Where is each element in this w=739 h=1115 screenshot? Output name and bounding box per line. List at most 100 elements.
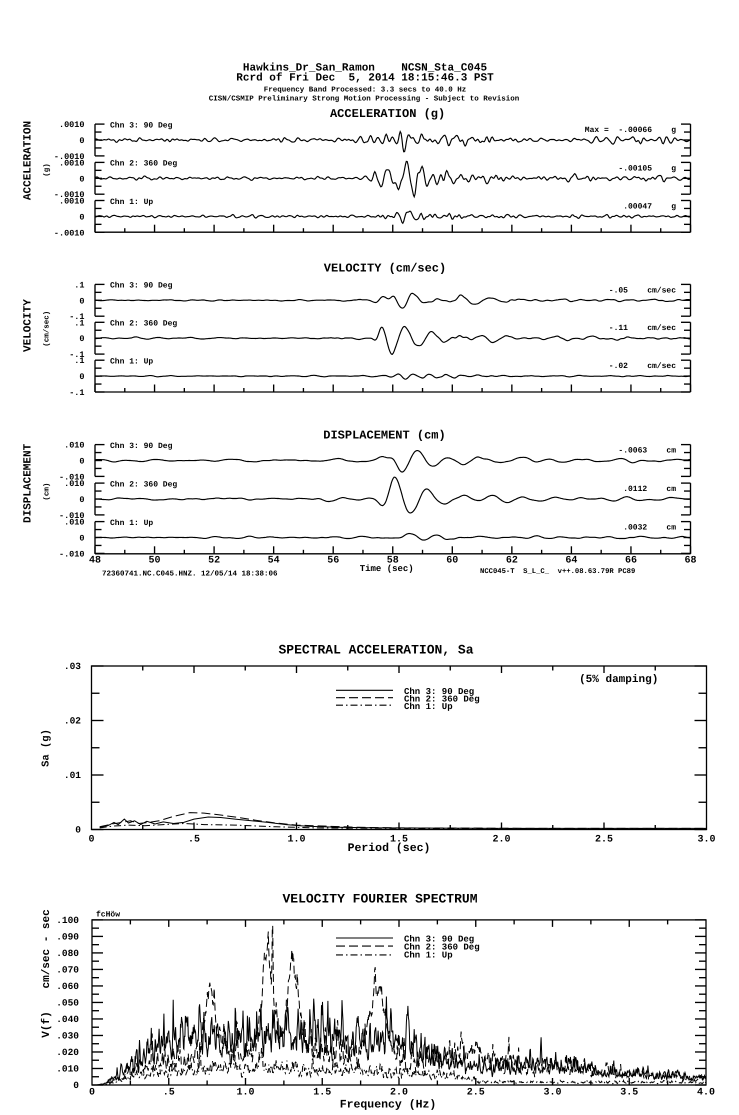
svg-text:Chn 3: 90 Deg: Chn 3: 90 Deg: [110, 121, 173, 130]
svg-text:-.0010: -.0010: [54, 228, 85, 238]
svg-text:(g): (g): [43, 163, 52, 177]
svg-text:.050: .050: [56, 997, 79, 1008]
svg-text:0: 0: [79, 495, 84, 505]
svg-text:DISPLACEMENT: DISPLACEMENT: [23, 443, 35, 523]
svg-text:-.11 cm/sec: -.11 cm/sec: [609, 324, 676, 333]
svg-text:0: 0: [79, 534, 84, 544]
svg-text:cm/sec - sec: cm/sec - sec: [41, 909, 53, 988]
svg-text:.080: .080: [56, 948, 79, 959]
svg-text:1.0: 1.0: [287, 835, 305, 846]
svg-text:-.0063 cm: -.0063 cm: [618, 447, 676, 456]
svg-text:-.00105 g: -.00105 g: [618, 164, 676, 173]
svg-text:.03: .03: [64, 661, 81, 672]
svg-text:4.0: 4.0: [697, 1088, 715, 1099]
svg-text:.060: .060: [56, 981, 79, 992]
svg-text:(cm/sec): (cm/sec): [43, 311, 52, 347]
svg-text:-.0010: -.0010: [54, 190, 85, 200]
svg-text:SPECTRAL ACCELERATION, Sa: SPECTRAL ACCELERATION, Sa: [278, 643, 473, 658]
svg-text:0: 0: [75, 825, 81, 836]
svg-text:2.0: 2.0: [390, 1088, 408, 1099]
svg-text:Chn 1: Up: Chn 1: Up: [110, 519, 153, 528]
svg-text:Chn 2: 360 Deg: Chn 2: 360 Deg: [404, 943, 480, 953]
svg-text:.070: .070: [56, 964, 79, 975]
svg-text:0: 0: [79, 334, 84, 344]
svg-text:VELOCITY (cm/sec): VELOCITY (cm/sec): [324, 262, 446, 276]
svg-text:68: 68: [684, 556, 696, 567]
svg-text:.1: .1: [74, 280, 84, 290]
svg-text:.02: .02: [64, 716, 81, 727]
svg-text:VELOCITY: VELOCITY: [23, 299, 35, 352]
svg-text:-.05 cm/sec: -.05 cm/sec: [609, 286, 676, 295]
svg-text:52: 52: [208, 556, 220, 567]
svg-text:0: 0: [79, 174, 84, 184]
svg-text:0: 0: [88, 835, 94, 846]
svg-text:Period (sec): Period (sec): [348, 842, 431, 855]
svg-text:-.02 cm/sec: -.02 cm/sec: [609, 362, 676, 371]
svg-text:48: 48: [89, 556, 101, 567]
svg-text:56: 56: [327, 556, 339, 567]
svg-text:0: 0: [73, 1080, 79, 1091]
svg-text:.0010: .0010: [59, 120, 85, 130]
svg-text:.00047 g: .00047 g: [623, 202, 676, 211]
svg-text:VELOCITY FOURIER SPECTRUM: VELOCITY FOURIER SPECTRUM: [282, 892, 477, 907]
svg-text:0: 0: [79, 212, 84, 222]
svg-text:3.0: 3.0: [697, 835, 715, 846]
svg-text:Chn 2: 360 Deg: Chn 2: 360 Deg: [110, 320, 177, 329]
svg-text:Chn 3: 90 Deg: Chn 3: 90 Deg: [404, 935, 474, 945]
svg-text:V(f): V(f): [40, 1011, 53, 1037]
svg-text:0: 0: [79, 457, 84, 467]
svg-text:ACCELERATION: ACCELERATION: [23, 121, 35, 200]
svg-text:62: 62: [506, 556, 518, 567]
svg-text:.1: .1: [74, 318, 84, 328]
svg-text:.020: .020: [56, 1047, 79, 1058]
svg-text:Chn 2: 360 Deg: Chn 2: 360 Deg: [110, 160, 177, 169]
svg-text:1.0: 1.0: [236, 1088, 254, 1099]
svg-text:-.010: -.010: [59, 549, 85, 559]
svg-text:.010: .010: [64, 479, 84, 489]
svg-text:Chn 2: 360 Deg: Chn 2: 360 Deg: [110, 480, 177, 489]
svg-text:0: 0: [79, 296, 84, 306]
svg-text:Hawkins_Dr_San_Ramon NCSN_S: Hawkins_Dr_San_Ramon NCSN_Sta_C045: [243, 63, 488, 75]
svg-text:DISPLACEMENT (cm): DISPLACEMENT (cm): [323, 429, 445, 443]
svg-text:64: 64: [565, 556, 577, 567]
svg-text:Chn 1: Up: Chn 1: Up: [404, 702, 453, 712]
svg-text:(cm): (cm): [43, 483, 52, 501]
svg-text:Chn 1: Up: Chn 1: Up: [110, 198, 153, 207]
svg-text:.01: .01: [64, 770, 81, 781]
svg-text:ACCELERATION (g): ACCELERATION (g): [330, 107, 445, 121]
svg-text:.0010: .0010: [59, 197, 85, 207]
svg-text:0: 0: [89, 1088, 95, 1099]
svg-text:-.010: -.010: [59, 472, 85, 482]
svg-text:50: 50: [149, 556, 161, 567]
svg-text:.0112 cm: .0112 cm: [623, 485, 676, 494]
svg-text:3.5: 3.5: [620, 1088, 638, 1099]
svg-text:0: 0: [79, 136, 84, 146]
svg-text:Sa (g): Sa (g): [41, 729, 53, 767]
svg-text:Chn 3: 90 Deg: Chn 3: 90 Deg: [110, 442, 173, 451]
svg-text:.1: .1: [74, 356, 84, 366]
svg-text:-.0010: -.0010: [54, 152, 85, 162]
svg-text:Chn 1: Up: Chn 1: Up: [404, 950, 453, 960]
svg-text:.010: .010: [64, 518, 84, 528]
svg-text:-.1: -.1: [69, 312, 84, 322]
svg-text:0: 0: [79, 372, 84, 382]
svg-text:1.5: 1.5: [313, 1088, 331, 1099]
svg-text:2.5: 2.5: [595, 835, 613, 846]
svg-text:1.5: 1.5: [390, 835, 408, 846]
svg-text:60: 60: [446, 556, 458, 567]
svg-text:Chn 1: Up: Chn 1: Up: [110, 358, 153, 367]
svg-text:Chn 3: 90 Deg: Chn 3: 90 Deg: [404, 687, 474, 697]
svg-text:3.0: 3.0: [543, 1088, 561, 1099]
svg-text:.040: .040: [56, 1014, 79, 1025]
svg-text:-.1: -.1: [69, 388, 84, 398]
svg-text:fcHöw: fcHöw: [96, 910, 120, 919]
svg-text:Chn 2: 360 Deg: Chn 2: 360 Deg: [404, 694, 480, 704]
svg-text:.010: .010: [64, 441, 84, 451]
svg-text:58: 58: [387, 556, 399, 567]
svg-text:.5: .5: [188, 835, 200, 846]
svg-text:Rcrd of Fri Dec 5, 2014 18:15: Rcrd of Fri Dec 5, 2014 18:15:46.3 PST: [236, 72, 494, 85]
svg-text:.030: .030: [56, 1030, 79, 1041]
svg-text:-.010: -.010: [59, 511, 85, 521]
svg-text:-.1: -.1: [69, 350, 84, 360]
svg-text:.100: .100: [56, 915, 79, 926]
